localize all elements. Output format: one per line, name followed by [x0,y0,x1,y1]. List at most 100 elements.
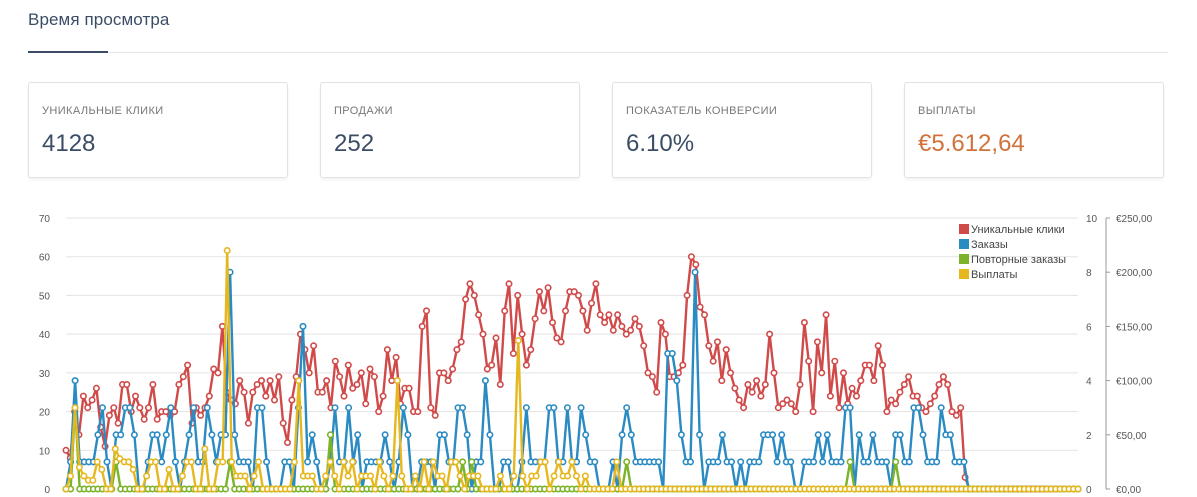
data-point [123,381,131,389]
data-point [644,369,652,377]
data-point [848,384,856,392]
data-point [579,307,587,315]
data-point [308,472,316,480]
legend-swatch [959,224,969,234]
data-point [572,472,580,480]
data-point [496,381,504,389]
series-1 [62,268,1082,493]
y-right-money-tick-label: €100,00 [1116,377,1153,388]
data-point [805,357,813,365]
data-point [548,319,556,327]
data-point [165,465,173,473]
legend-label: Повторные заказы [971,254,1066,266]
data-point [748,388,756,396]
data-point [655,458,663,466]
data-point [203,404,211,412]
y-right-money-tick-label: €50,00 [1116,431,1147,442]
data-point [914,404,922,412]
data-point [326,431,334,439]
data-point [787,458,795,466]
y-right-count-tick-label: 2 [1086,431,1092,442]
data-point [179,373,187,381]
data-point [479,330,487,338]
data-point [509,350,517,358]
data-point [814,431,822,439]
data-point [110,404,118,412]
data-point [496,472,504,480]
data-point [882,458,890,466]
legend-label: Выплаты [971,269,1018,281]
data-point [299,322,307,330]
data-point [837,458,845,466]
data-point [596,311,604,319]
data-point [696,431,704,439]
y-left-tick-label: 50 [39,291,51,302]
data-point [852,392,860,400]
data-point [263,458,271,466]
data-point [605,311,613,319]
y-left-tick-label: 20 [39,408,51,419]
data-point [726,369,734,377]
data-point [778,431,786,439]
data-point [705,342,713,350]
data-point [98,465,106,473]
data-point [839,369,847,377]
y-right-count-tick-label: 4 [1086,377,1092,388]
data-point [692,260,700,268]
data-point [673,377,681,385]
data-point [429,458,437,466]
data-point [340,458,348,466]
data-point [331,357,339,365]
y-axis-left: 0 10 20 30 40 50 60 70 [39,214,51,496]
data-point [136,404,144,412]
data-point [161,485,169,493]
data-point [892,400,900,408]
data-point [431,411,439,419]
data-point [623,404,631,412]
data-point [111,445,119,453]
data-point [874,342,882,350]
data-point [631,315,639,323]
section-header: Время просмотра [28,0,1168,53]
stat-label: ВЫПЛАТЫ [918,105,976,117]
data-point [331,472,339,480]
data-point [270,396,278,404]
data-point [613,458,621,466]
y-right-money-tick-label: €250,00 [1116,214,1153,225]
data-point [896,388,904,396]
data-point [831,357,839,365]
data-point [532,472,540,480]
data-point [946,431,954,439]
data-point [466,280,474,288]
data-point [153,431,161,439]
data-point [253,381,261,389]
y-right-money-tick-label: €0,00 [1116,485,1141,496]
series-layer [62,246,1082,493]
data-point [618,322,626,330]
data-point [887,396,895,404]
data-point [462,295,470,303]
data-point [931,392,939,400]
data-point [563,472,571,480]
data-point [878,361,886,369]
data-point [422,307,430,315]
data-point [405,384,413,392]
data-point [125,458,133,466]
data-point [570,288,578,296]
data-point [555,458,563,466]
data-point [427,404,435,412]
legend-label: Заказы [971,239,1008,251]
data-point [944,381,952,389]
data-point [326,458,334,466]
data-point [380,472,388,480]
y-left-tick-label: 40 [39,330,51,341]
data-point [310,342,318,350]
stat-value: 252 [334,130,375,157]
data-point [241,472,249,480]
data-point [223,246,231,254]
data-point [440,369,448,377]
data-point [587,299,595,307]
data-point [913,392,921,400]
data-point [492,485,500,493]
data-point [540,307,548,315]
